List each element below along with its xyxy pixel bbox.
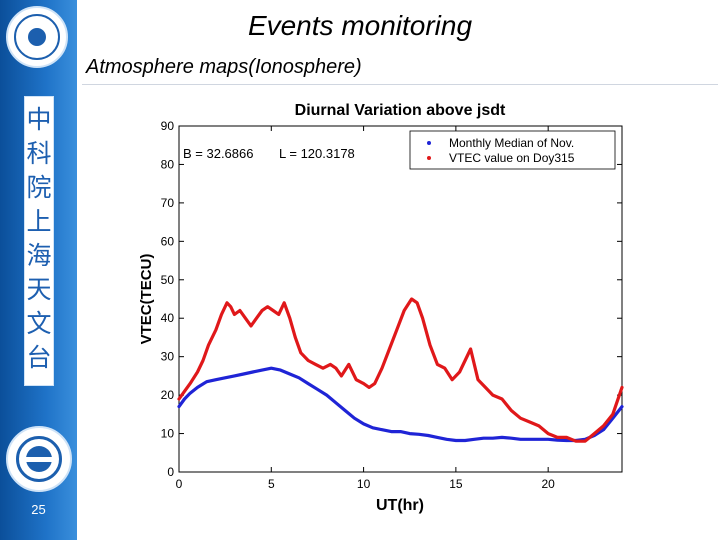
logo-ring (14, 14, 60, 60)
observatory-logo-bar (24, 457, 54, 462)
cas-logo-icon (6, 6, 68, 68)
logo-core (28, 28, 46, 46)
legend-label-doy315: VTEC value on Doy315 (449, 151, 575, 165)
y-tick-label: 0 (167, 465, 174, 479)
title-divider (82, 84, 718, 85)
legend-box (409, 130, 616, 170)
legend-marker-doy315 (427, 156, 431, 160)
series-line-1 (177, 297, 624, 443)
annotation-l: L = 120.3178 (279, 146, 355, 161)
annotation-b: B = 32.6866 (183, 146, 253, 161)
institution-name: 中科院上海天文台 (26, 105, 52, 372)
series-group (177, 297, 624, 443)
y-tick-label: 10 (161, 427, 175, 441)
slide-title: Events monitoring (247, 10, 473, 41)
y-tick-label: 50 (161, 273, 175, 287)
chart-container: 0 10 20 30 40 50 60 70 80 90 0 5 10 15 20 Diurnal Vari… (105, 90, 705, 526)
legend-label-median: Monthly Median of Nov. (449, 136, 574, 150)
observatory-logo-ring (16, 436, 62, 482)
slide-number: 25 (31, 502, 46, 517)
y-tick-label: 90 (161, 119, 175, 133)
x-tick-label: 10 (357, 477, 371, 491)
chart-title: Diurnal Variation above jsdt (295, 102, 506, 119)
legend-marker-median (427, 141, 431, 145)
observatory-logo-icon (6, 426, 72, 492)
vtec-chart: 0 10 20 30 40 50 60 70 80 90 0 5 10 15 20 Diurnal Vari… (138, 102, 624, 514)
y-tick-label: 60 (161, 234, 175, 248)
tick-labels: 0 10 20 30 40 50 60 70 80 90 0 5 10 15 20 (161, 119, 556, 491)
x-axis-label: UT(hr) (376, 497, 424, 514)
x-tick-label: 5 (268, 477, 275, 491)
y-tick-label: 40 (161, 311, 175, 325)
plot-area (178, 125, 623, 473)
y-tick-label: 30 (161, 350, 175, 364)
institution-band: 中科院上海天文台 (24, 96, 54, 386)
legend: Monthly Median of Nov. VTEC value on Doy… (409, 130, 616, 170)
slide-subtitle: Atmosphere maps(Ionosphere) (86, 56, 362, 78)
series-line-0 (177, 366, 624, 443)
sidebar: 中科院上海天文台 25 (0, 0, 77, 540)
y-axis-label: VTEC(TECU) (138, 254, 155, 345)
y-tick-label: 80 (161, 157, 175, 171)
x-tick-label: 20 (541, 477, 555, 491)
x-tick-label: 0 (176, 477, 183, 491)
y-tick-label: 20 (161, 388, 175, 402)
x-tick-label: 15 (449, 477, 463, 491)
y-tick-label: 70 (161, 196, 175, 210)
